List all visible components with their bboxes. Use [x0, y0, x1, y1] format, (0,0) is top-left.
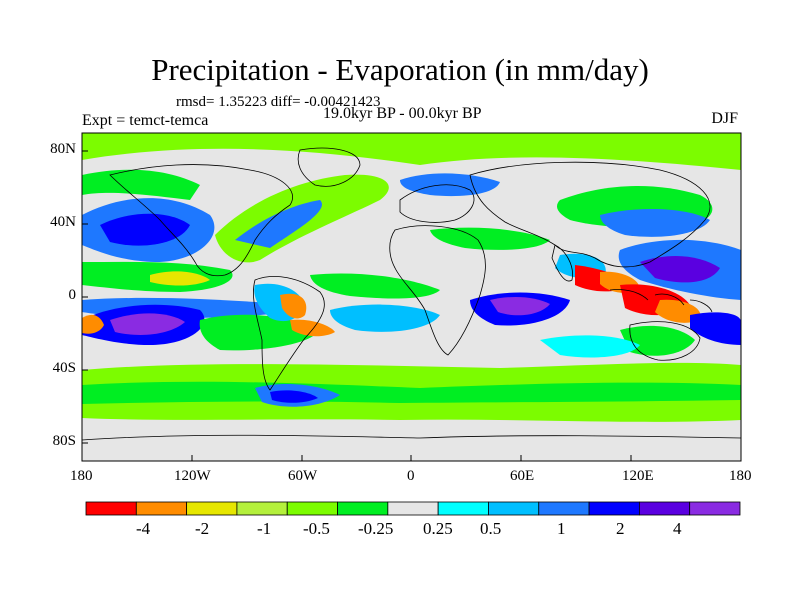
- map-title: Precipitation - Evaporation (in mm/day): [151, 52, 649, 87]
- colorbar-swatch: [286, 501, 338, 516]
- lon-tick-120e: 120E: [622, 468, 654, 484]
- colorbar-swatch: [186, 501, 238, 516]
- colorbar-swatch: [488, 501, 540, 516]
- colorbar-swatch: [638, 501, 691, 516]
- colorbar-label: 0.5: [480, 519, 502, 538]
- rmsd-diff-stats: rmsd= 1.35223 diff= -0.00421423: [176, 94, 381, 110]
- lon-tick-120w: 120W: [174, 468, 211, 484]
- coastlines: [82, 147, 741, 441]
- experiment-label: Expt = temct-temca: [82, 112, 209, 129]
- colorbar-label: 1: [557, 519, 566, 538]
- colorbar-label: 2: [616, 519, 625, 538]
- colorbar-swatch: [437, 501, 489, 516]
- colorbar-label: 0.25: [423, 519, 453, 538]
- colorbar-label: -0.25: [358, 519, 394, 538]
- colorbar-swatch: [588, 501, 640, 516]
- colorbar-swatch: [337, 501, 389, 516]
- lat-tick-40n: 40N: [50, 214, 76, 230]
- lat-tick-40s: 40S: [52, 360, 76, 376]
- colorbar-swatch: [387, 501, 439, 516]
- lat-tick-80n: 80N: [50, 141, 76, 157]
- colorbar: [85, 501, 741, 516]
- colorbar-label: -0.5: [303, 519, 330, 538]
- axis-ticks: [81, 150, 742, 461]
- lon-tick-180e: 180: [729, 468, 752, 484]
- lon-tick-60e: 60E: [510, 468, 535, 484]
- lat-tick-80s: 80S: [52, 433, 76, 449]
- lon-tick-0: 0: [407, 468, 415, 484]
- colorbar-label: 4: [673, 519, 682, 538]
- colorbar-swatch: [538, 501, 590, 516]
- colorbar-label: -1: [257, 519, 272, 538]
- colorbar-label: -4: [136, 519, 151, 538]
- time-period-label: 19.0kyr BP - 00.0kyr BP: [323, 105, 482, 122]
- lon-tick-180w: 180: [70, 468, 93, 484]
- lat-tick-0: 0: [68, 287, 77, 303]
- colorbar-swatch: [85, 501, 137, 516]
- season-label: DJF: [711, 110, 738, 127]
- colorbar-label: -2: [195, 519, 210, 538]
- lon-tick-60w: 60W: [288, 468, 318, 484]
- pme-field: [82, 133, 741, 461]
- colorbar-swatch: [236, 501, 288, 516]
- colorbar-swatch: [689, 501, 741, 516]
- colorbar-swatch: [135, 501, 188, 516]
